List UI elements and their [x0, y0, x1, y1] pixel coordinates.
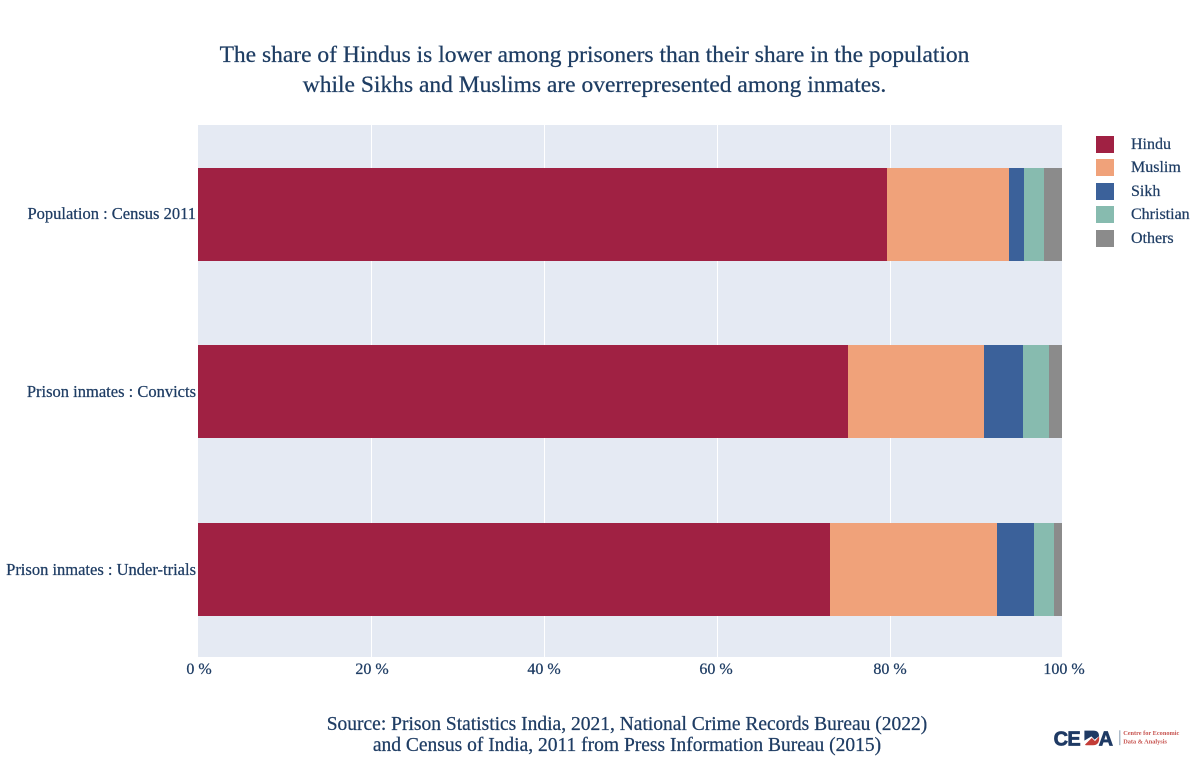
svg-text:Data & Analysis: Data & Analysis [1123, 739, 1167, 746]
svg-text:Centre for Economic: Centre for Economic [1123, 730, 1179, 737]
svg-text:CE: CE [1054, 728, 1081, 750]
svg-text:A: A [1099, 728, 1113, 750]
